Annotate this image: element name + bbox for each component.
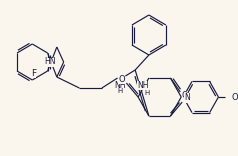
- Text: NH: NH: [137, 81, 149, 90]
- Text: O: O: [232, 93, 238, 102]
- Text: O: O: [182, 91, 188, 100]
- Text: O: O: [184, 94, 190, 102]
- Text: NH: NH: [114, 80, 125, 90]
- Text: F: F: [31, 68, 36, 78]
- Text: H: H: [117, 88, 122, 94]
- Text: O: O: [118, 75, 125, 83]
- Text: H: H: [144, 90, 149, 96]
- Text: N: N: [184, 93, 190, 102]
- Text: HN: HN: [44, 58, 56, 66]
